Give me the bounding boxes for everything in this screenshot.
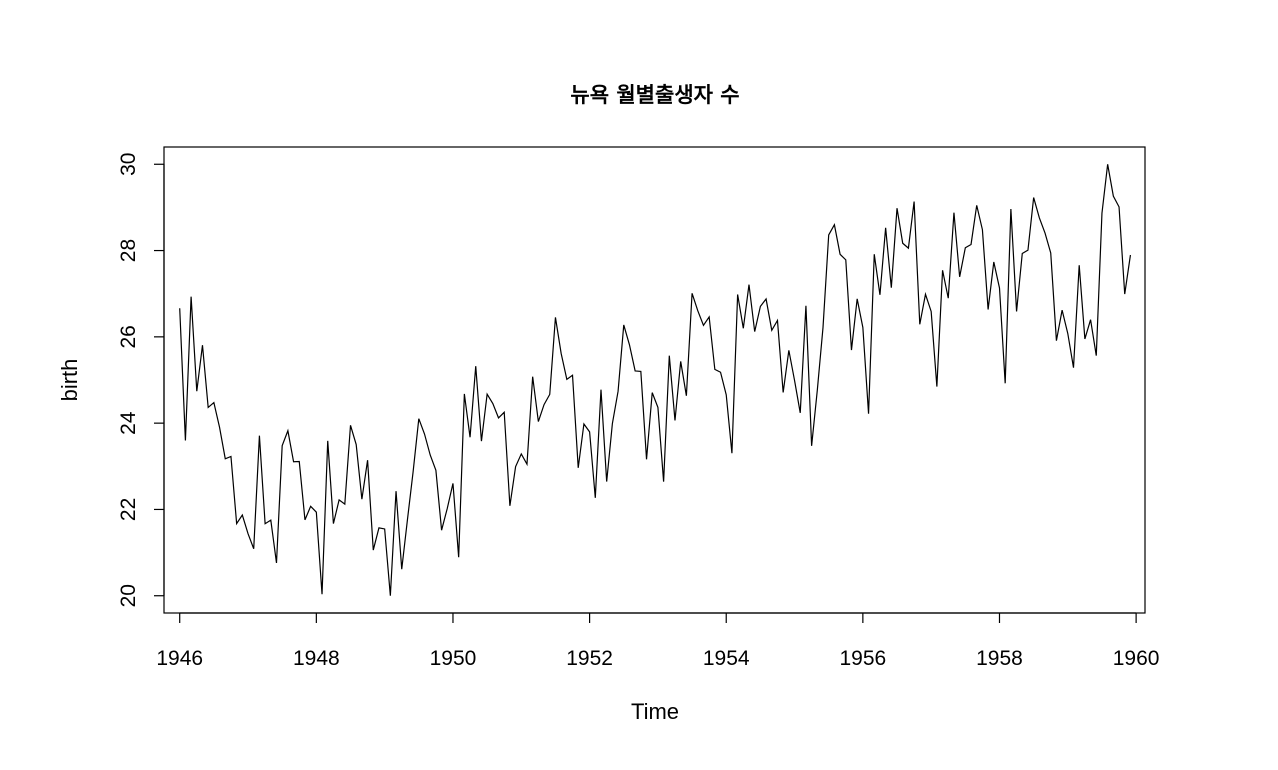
x-axis-label: Time (631, 699, 679, 724)
x-tick-label: 1948 (293, 647, 340, 670)
y-axis: 20 22 24 26 28 30 (117, 153, 165, 607)
y-tick-label: 24 (117, 411, 140, 435)
series-line (179, 164, 1132, 596)
chart-title: 뉴욕 월별출생자 수 (570, 83, 739, 107)
x-tick-label: 1960 (1113, 647, 1160, 670)
y-tick-label: 26 (117, 325, 140, 348)
series-group (179, 164, 1132, 596)
x-tick-label: 1958 (976, 647, 1023, 670)
x-tick-label: 1946 (156, 647, 203, 670)
y-tick-label: 22 (117, 498, 140, 521)
x-tick-label: 1956 (840, 647, 887, 670)
x-axis: 1946 1948 1950 1952 1954 1956 1958 1960 (156, 612, 1160, 670)
y-tick-label: 30 (117, 153, 140, 176)
plot-frame (163, 146, 1146, 614)
y-axis-label: birth (57, 359, 82, 402)
x-tick-label: 1954 (703, 647, 750, 670)
y-tick-label: 20 (117, 584, 140, 607)
x-tick-label: 1950 (430, 647, 477, 670)
y-tick-label: 28 (117, 239, 140, 262)
x-tick-label: 1952 (566, 647, 613, 670)
